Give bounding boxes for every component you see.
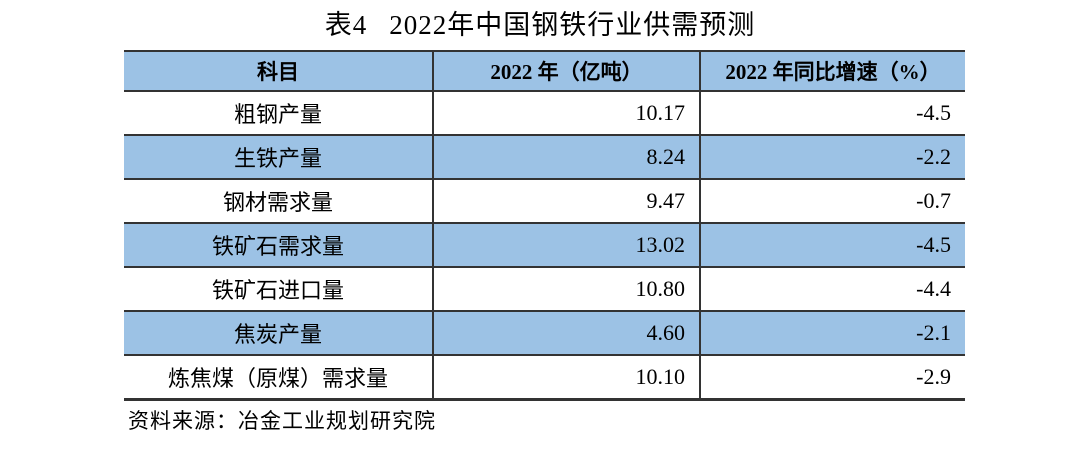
column-header-2022-value: 2022 年（亿吨） <box>432 51 700 92</box>
row-value: 10.80 <box>432 267 700 312</box>
row-growth: -0.7 <box>699 179 965 224</box>
supply-demand-forecast-table: 科目 2022 年（亿吨） 2022 年同比增速（%） 粗钢产量 10.17 -… <box>124 50 965 401</box>
table-row: 生铁产量 8.24 -2.2 <box>124 135 965 180</box>
row-subject: 生铁产量 <box>124 135 433 180</box>
row-subject: 焦炭产量 <box>124 311 433 356</box>
table-title-label: 表4 <box>324 10 368 40</box>
row-value: 8.24 <box>432 135 700 180</box>
row-growth: -4.5 <box>699 91 965 136</box>
table-row: 铁矿石进口量 10.80 -4.4 <box>124 267 965 312</box>
source-note: 资料来源：冶金工业规划研究院 <box>128 408 436 433</box>
row-growth: -2.2 <box>699 135 965 180</box>
row-value: 13.02 <box>432 223 700 268</box>
row-growth: -4.5 <box>699 223 965 268</box>
row-value: 10.17 <box>432 91 700 136</box>
row-growth: -4.4 <box>699 267 965 312</box>
column-header-subject: 科目 <box>124 51 433 92</box>
table-title-text: 2022年中国钢铁行业供需预测 <box>389 10 756 40</box>
row-growth: -2.1 <box>699 311 965 356</box>
row-subject: 铁矿石进口量 <box>124 267 433 312</box>
row-growth: -2.9 <box>699 355 965 400</box>
row-subject: 炼焦煤（原煤）需求量 <box>124 355 433 400</box>
table-row: 钢材需求量 9.47 -0.7 <box>124 179 965 224</box>
row-value: 4.60 <box>432 311 700 356</box>
row-subject: 铁矿石需求量 <box>124 223 433 268</box>
table-row: 铁矿石需求量 13.02 -4.5 <box>124 223 965 268</box>
row-subject: 粗钢产量 <box>124 91 433 136</box>
table-header-row: 科目 2022 年（亿吨） 2022 年同比增速（%） <box>124 51 965 92</box>
row-value: 9.47 <box>432 179 700 224</box>
table-row: 炼焦煤（原煤）需求量 10.10 -2.9 <box>124 355 965 400</box>
table-row: 粗钢产量 10.17 -4.5 <box>124 91 965 136</box>
table-row: 焦炭产量 4.60 -2.1 <box>124 311 965 356</box>
row-subject: 钢材需求量 <box>124 179 433 224</box>
table-title: 表4 2022年中国钢铁行业供需预测 <box>0 6 1080 44</box>
column-header-yoy-growth: 2022 年同比增速（%） <box>699 51 965 92</box>
row-value: 10.10 <box>432 355 700 400</box>
